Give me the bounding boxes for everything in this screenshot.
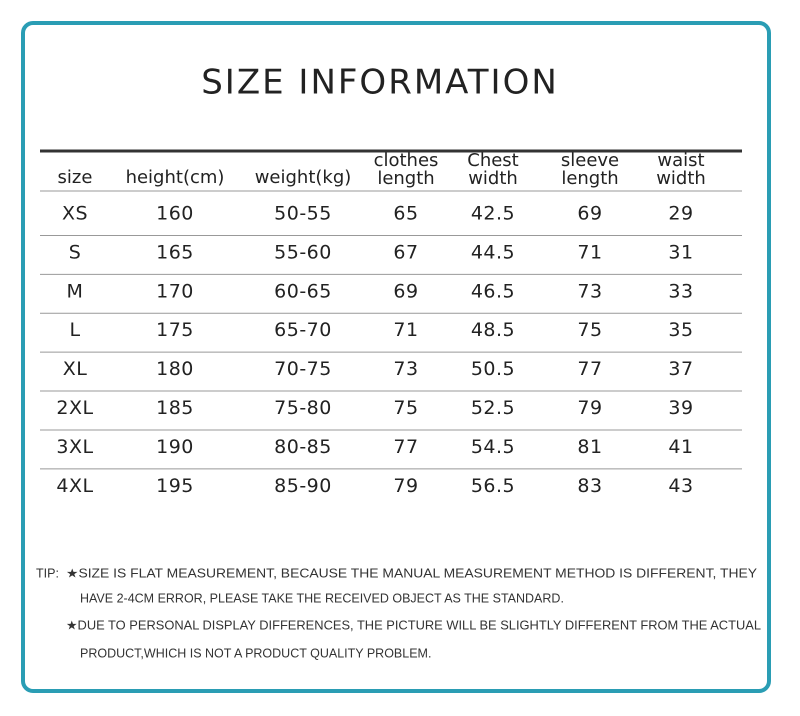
table-cell: 71: [393, 319, 418, 341]
table-cell: 190: [156, 436, 194, 458]
table-cell: 4XL: [56, 475, 93, 497]
table-cell: 35: [668, 319, 693, 341]
table-cell: 170: [156, 280, 194, 302]
table-cell: S: [69, 241, 82, 263]
table-cell: 175: [156, 319, 194, 341]
table-cell: 79: [577, 397, 602, 419]
table-cell: 180: [156, 358, 194, 380]
table-cell: 83: [577, 475, 602, 497]
column-header: size: [58, 167, 93, 188]
tip-label: TIP:: [36, 566, 59, 580]
column-header: length: [377, 168, 434, 189]
table-cell: 52.5: [471, 397, 515, 419]
table-cell: 160: [156, 203, 194, 225]
table-cell: 44.5: [471, 241, 515, 263]
table-cell: 195: [156, 475, 194, 497]
table-cell: 50-55: [274, 203, 332, 225]
tip-line: HAVE 2-4CM ERROR, PLEASE TAKE THE RECEIV…: [80, 591, 564, 605]
table-cell: 50.5: [471, 358, 515, 380]
frame: [21, 21, 771, 693]
table-cell: 69: [577, 203, 602, 225]
table-cell: 55-60: [274, 241, 332, 263]
tip-line: ★DUE TO PERSONAL DISPLAY DIFFERENCES, TH…: [66, 618, 761, 632]
table-cell: 75: [393, 397, 418, 419]
column-header: waist: [657, 150, 704, 171]
table-cell: 185: [156, 397, 194, 419]
table-cell: 75: [577, 319, 602, 341]
column-header: height(cm): [126, 167, 225, 188]
table-cell: 54.5: [471, 436, 515, 458]
table-cell: L: [69, 319, 80, 341]
column-header: sleeve: [561, 150, 619, 171]
table-cell: 79: [393, 475, 418, 497]
table-cell: 85-90: [274, 475, 332, 497]
tip-line: ★SIZE IS FLAT MEASUREMENT, BECAUSE THE M…: [66, 566, 758, 580]
column-header: clothes: [374, 150, 439, 171]
table-cell: 73: [393, 358, 418, 380]
table-cell: 3XL: [56, 436, 93, 458]
table-cell: 70-75: [274, 358, 332, 380]
table-cell: 48.5: [471, 319, 515, 341]
table-cell: 60-65: [274, 280, 332, 302]
column-header: length: [561, 168, 618, 189]
table-cell: 71: [577, 241, 602, 263]
table-cell: 67: [393, 241, 418, 263]
column-header: width: [656, 168, 706, 189]
table-cell: 37: [668, 358, 693, 380]
table-cell: 65: [393, 203, 418, 225]
table-cell: XL: [63, 358, 88, 380]
table-cell: 165: [156, 241, 194, 263]
table-cell: 80-85: [274, 436, 332, 458]
table-cell: 43: [668, 475, 693, 497]
table-cell: 33: [668, 280, 693, 302]
table-cell: 41: [668, 436, 693, 458]
table-cell: 75-80: [274, 397, 332, 419]
table-cell: 65-70: [274, 319, 332, 341]
table-cell: XS: [62, 203, 88, 225]
table-cell: 73: [577, 280, 602, 302]
table-cell: 69: [393, 280, 418, 302]
table-cell: 42.5: [471, 203, 515, 225]
table-cell: M: [67, 280, 84, 302]
table-cell: 39: [668, 397, 693, 419]
table-cell: 2XL: [56, 397, 93, 419]
table-cell: 46.5: [471, 280, 515, 302]
tip-line: PRODUCT,WHICH IS NOT A PRODUCT QUALITY P…: [80, 646, 431, 660]
column-header: Chest: [467, 150, 519, 171]
table-cell: 77: [577, 358, 602, 380]
table-cell: 81: [577, 436, 602, 458]
table-cell: 29: [668, 203, 693, 225]
table-cell: 56.5: [471, 475, 515, 497]
column-header: weight(kg): [255, 167, 352, 188]
table-cell: 31: [668, 241, 693, 263]
title: SIZE INFORMATION: [201, 63, 559, 103]
table-cell: 77: [393, 436, 418, 458]
column-header: width: [468, 168, 518, 189]
